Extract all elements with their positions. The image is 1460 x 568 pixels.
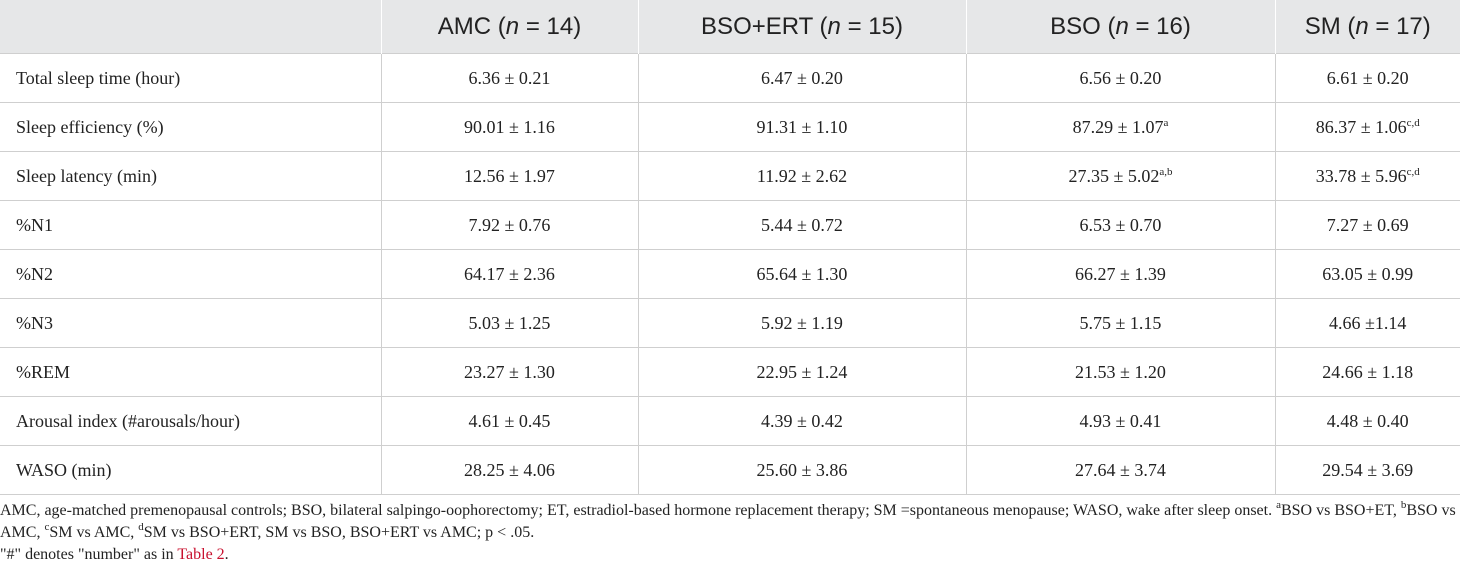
cell-amc: 64.17 ± 2.36	[380, 249, 638, 299]
footnote-marker-a: a	[1276, 499, 1281, 511]
cell-bso-ert: 5.44 ± 0.72	[637, 200, 966, 250]
footnote-marker-c: c	[44, 521, 50, 533]
cell-amc: 90.01 ± 1.16	[380, 102, 638, 152]
cell-bso-ert: 6.47 ± 0.20	[637, 53, 966, 103]
cell-bso-ert: 11.92 ± 2.62	[637, 151, 966, 201]
table-2-link[interactable]: Table 2	[177, 546, 225, 563]
cell-sm: 4.48 ± 0.40	[1274, 396, 1460, 446]
row-label: WASO (min)	[0, 445, 381, 495]
footnote-text-b: BSO vs AMC,	[0, 502, 1456, 541]
row-label: Sleep latency (min)	[0, 151, 381, 201]
cell-bso: 5.75 ± 1.15	[965, 298, 1275, 348]
table-footnote: AMC, age-matched premenopausal controls;…	[0, 499, 1456, 564]
row-label: Arousal index (#arousals/hour)	[0, 396, 381, 446]
footnote-text-d: SM vs BSO+ERT, SM vs BSO, BSO+ERT vs AMC…	[143, 524, 535, 541]
row-label: Sleep efficiency (%)	[0, 102, 381, 152]
cell-sm: 86.37 ± 1.06c,d	[1274, 102, 1460, 152]
cell-bso: 6.56 ± 0.20	[965, 53, 1275, 103]
table-row: Total sleep time (hour) 6.36 ± 0.21 6.47…	[0, 53, 1460, 103]
cell-bso-ert: 4.39 ± 0.42	[637, 396, 966, 446]
footnote-number-note: "#" denotes "number" as in	[0, 546, 178, 563]
cell-sm: 4.66 ±1.14	[1274, 298, 1460, 348]
sleep-data-table: AMC (n = 14) BSO+ERT (n = 15) BSO (n = 1…	[0, 0, 1460, 495]
cell-amc: 6.36 ± 0.21	[380, 53, 638, 103]
cell-sm: 7.27 ± 0.69	[1274, 200, 1460, 250]
row-label: %N3	[0, 298, 381, 348]
cell-sm: 24.66 ± 1.18	[1274, 347, 1460, 397]
cell-amc: 23.27 ± 1.30	[380, 347, 638, 397]
cell-bso-ert: 25.60 ± 3.86	[637, 445, 966, 495]
cell-amc: 7.92 ± 0.76	[380, 200, 638, 250]
cell-amc: 12.56 ± 1.97	[380, 151, 638, 201]
footnote-abbreviations: AMC, age-matched premenopausal controls;…	[0, 502, 1277, 519]
cell-amc: 4.61 ± 0.45	[380, 396, 638, 446]
footnote-text-a: BSO vs BSO+ET,	[1280, 502, 1401, 519]
table-row: %N2 64.17 ± 2.36 65.64 ± 1.30 66.27 ± 1.…	[0, 249, 1460, 299]
header-bso-ert: BSO+ERT (n = 15)	[637, 0, 966, 54]
header-sm: SM (n = 17)	[1274, 0, 1460, 54]
cell-bso-ert: 5.92 ± 1.19	[637, 298, 966, 348]
cell-bso-ert: 65.64 ± 1.30	[637, 249, 966, 299]
cell-bso: 4.93 ± 0.41	[965, 396, 1275, 446]
table-row: %REM 23.27 ± 1.30 22.95 ± 1.24 21.53 ± 1…	[0, 347, 1460, 397]
header-row: AMC (n = 14) BSO+ERT (n = 15) BSO (n = 1…	[0, 0, 1460, 54]
cell-bso: 21.53 ± 1.20	[965, 347, 1275, 397]
row-label: %N2	[0, 249, 381, 299]
cell-bso-ert: 91.31 ± 1.10	[637, 102, 966, 152]
footnote-marker-d: d	[138, 521, 144, 533]
cell-sm: 33.78 ± 5.96c,d	[1274, 151, 1460, 201]
footnote-marker-b: b	[1400, 499, 1407, 511]
cell-bso: 27.64 ± 3.74	[965, 445, 1275, 495]
cell-sm: 29.54 ± 3.69	[1274, 445, 1460, 495]
row-label: Total sleep time (hour)	[0, 53, 381, 103]
cell-bso: 27.35 ± 5.02a,b	[965, 151, 1275, 201]
cell-bso: 66.27 ± 1.39	[965, 249, 1275, 299]
table-row: Sleep latency (min) 12.56 ± 1.97 11.92 ±…	[0, 151, 1460, 201]
footnote-text-c: SM vs AMC,	[49, 524, 139, 541]
row-label: %N1	[0, 200, 381, 250]
cell-sm: 6.61 ± 0.20	[1274, 53, 1460, 103]
table-row: Arousal index (#arousals/hour) 4.61 ± 0.…	[0, 396, 1460, 446]
header-blank	[0, 0, 381, 54]
row-label: %REM	[0, 347, 381, 397]
table-row: %N1 7.92 ± 0.76 5.44 ± 0.72 6.53 ± 0.70 …	[0, 200, 1460, 250]
cell-sm: 63.05 ± 0.99	[1274, 249, 1460, 299]
cell-amc: 28.25 ± 4.06	[380, 445, 638, 495]
table-row: WASO (min) 28.25 ± 4.06 25.60 ± 3.86 27.…	[0, 445, 1460, 495]
cell-bso-ert: 22.95 ± 1.24	[637, 347, 966, 397]
table-row: Sleep efficiency (%) 90.01 ± 1.16 91.31 …	[0, 102, 1460, 152]
table-row: %N3 5.03 ± 1.25 5.92 ± 1.19 5.75 ± 1.15 …	[0, 298, 1460, 348]
cell-bso: 87.29 ± 1.07a	[965, 102, 1275, 152]
header-amc: AMC (n = 14)	[380, 0, 638, 54]
cell-amc: 5.03 ± 1.25	[380, 298, 638, 348]
cell-bso: 6.53 ± 0.70	[965, 200, 1275, 250]
header-bso: BSO (n = 16)	[965, 0, 1275, 54]
